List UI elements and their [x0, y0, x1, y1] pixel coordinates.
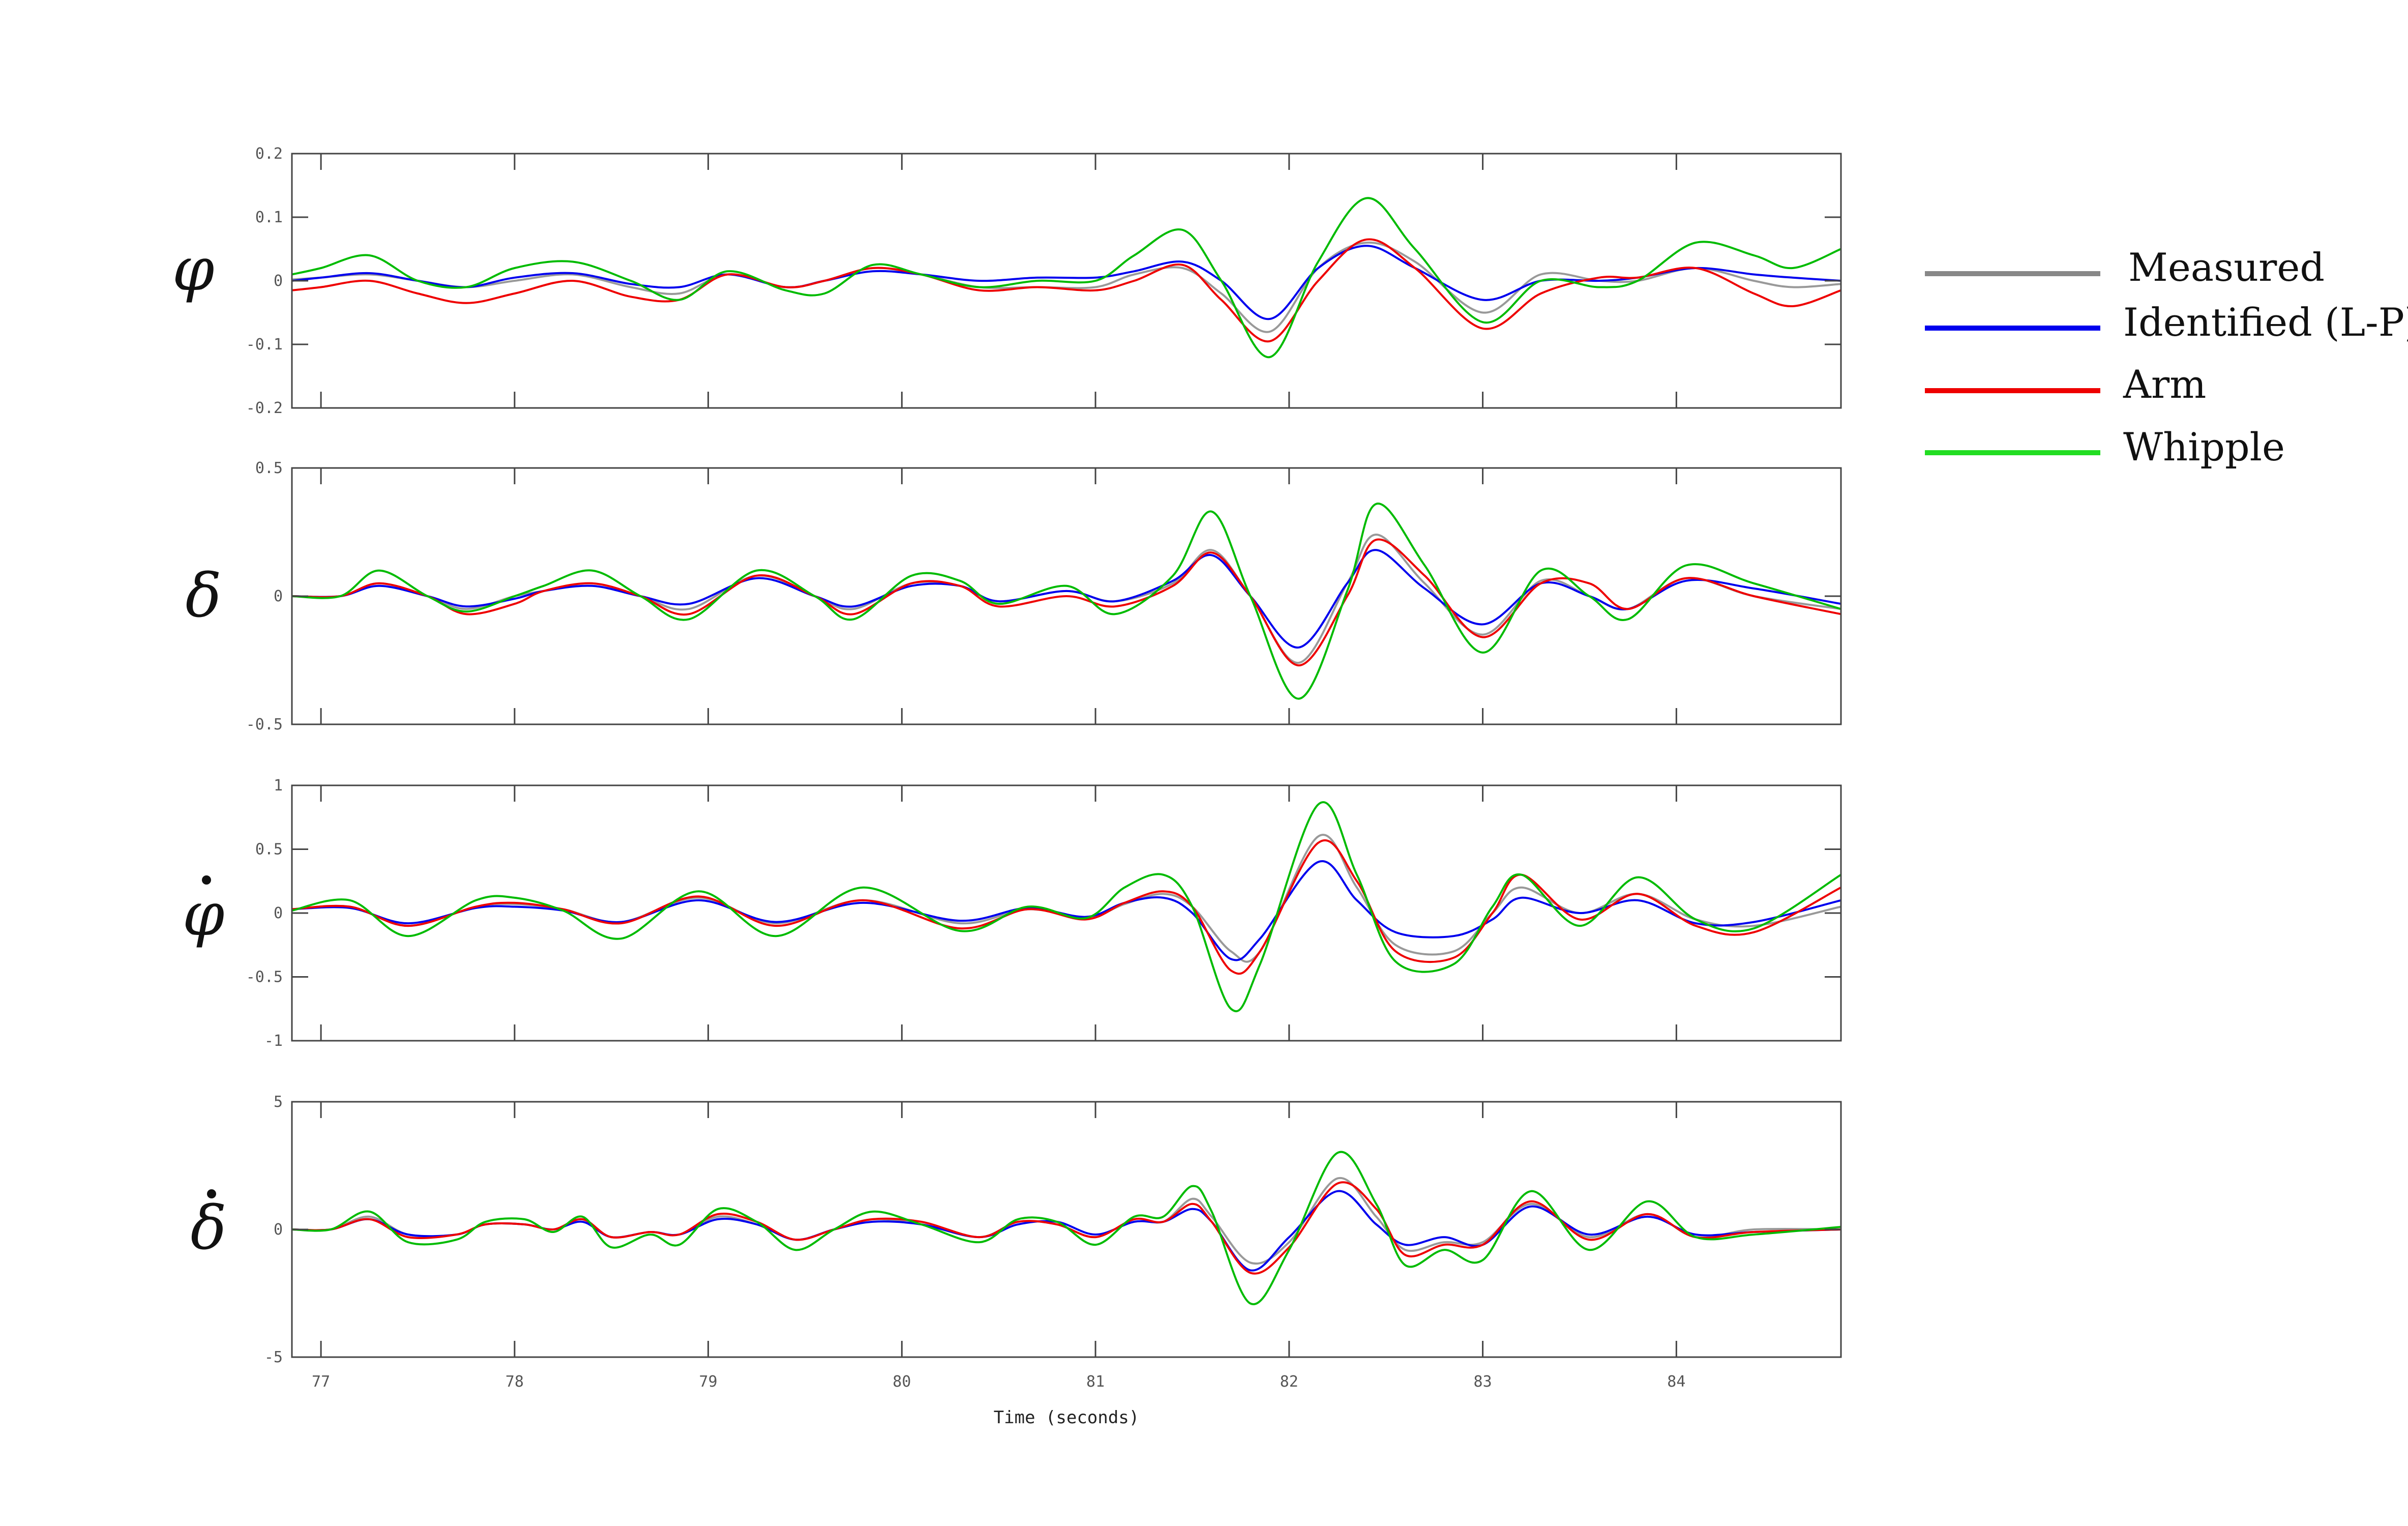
y-axis-label-dot: [202, 875, 211, 885]
series-line-whipple: [292, 801, 1841, 1012]
y-axis-label-dot: [207, 1189, 216, 1198]
series-line-whipple: [292, 1151, 1841, 1306]
series-group: [292, 1151, 1841, 1306]
legend: Measured Identified (L-P) Arm Whipple: [1925, 245, 2408, 469]
y-tick-label: 5: [274, 1093, 283, 1111]
x-tick-label: 82: [1280, 1373, 1298, 1391]
series-group: [292, 197, 1841, 359]
series-line-whipple: [292, 503, 1841, 700]
series-line-identified: [292, 1190, 1841, 1272]
x-tick-label: 81: [1086, 1373, 1105, 1391]
y-axis-label: φ: [172, 234, 215, 304]
y-tick-label: 0: [274, 272, 283, 290]
x-tick-label: 77: [312, 1373, 330, 1391]
series-group: [292, 503, 1841, 700]
subplot-roll-rate: -1 -0.5 0 0.5 1 φ: [183, 777, 1842, 1050]
series-line-whipple: [292, 197, 1841, 359]
y-tick-label: 0: [274, 904, 283, 922]
subplot-steer-rate: -5 0 5 77 78 79 80 81 82 83 84 Time (seconds) δ: [190, 1093, 1842, 1428]
y-axis-label: φ: [183, 879, 225, 949]
y-axis-label: δ: [185, 561, 221, 631]
x-tick-label: 80: [893, 1373, 911, 1391]
x-tick-label: 83: [1474, 1373, 1492, 1391]
y-tick-label: -0.1: [246, 336, 283, 354]
y-tick-label: 0: [274, 1221, 283, 1239]
legend-label-identified: Identified (L-P): [2123, 300, 2408, 345]
y-tick-label: -0.5: [246, 716, 283, 733]
x-axis-label: Time (seconds): [994, 1407, 1140, 1428]
series-group: [292, 801, 1841, 1012]
legend-label-whipple: Whipple: [2123, 424, 2285, 469]
y-tick-label: -0.5: [246, 969, 283, 986]
y-tick-label: 0: [274, 588, 283, 605]
series-line-arm: [292, 839, 1841, 975]
axes-frame: [291, 784, 1842, 1042]
x-tick-label: 78: [506, 1373, 524, 1391]
x-tick-label: 84: [1667, 1373, 1685, 1391]
y-tick-label: -0.2: [246, 399, 283, 417]
y-tick-label: -1: [264, 1032, 283, 1050]
y-tick-label: 0.5: [255, 459, 283, 477]
series-line-arm: [292, 238, 1841, 342]
series-line-identified: [292, 860, 1841, 961]
series-line-arm: [292, 538, 1841, 667]
y-tick-label: 1: [274, 777, 283, 795]
y-tick-label: 0.2: [255, 145, 283, 163]
legend-label-measured: Measured: [2128, 245, 2325, 290]
y-tick-label: 0.5: [255, 841, 283, 859]
legend-label-arm: Arm: [2123, 362, 2206, 407]
y-tick-label: 0.1: [255, 209, 283, 226]
y-axis-label: δ: [190, 1193, 226, 1263]
subplot-roll-angle: -0.2 -0.1 0 0.1 0.2 φ: [172, 145, 1842, 417]
x-tick-label: 79: [699, 1373, 718, 1391]
series-line-measured: [292, 1177, 1841, 1265]
axes-frame: [291, 1101, 1842, 1358]
y-tick-label: -5: [264, 1348, 283, 1366]
subplot-steer-angle: -0.5 0 0.5 δ: [185, 459, 1842, 733]
series-line-measured: [292, 241, 1841, 333]
